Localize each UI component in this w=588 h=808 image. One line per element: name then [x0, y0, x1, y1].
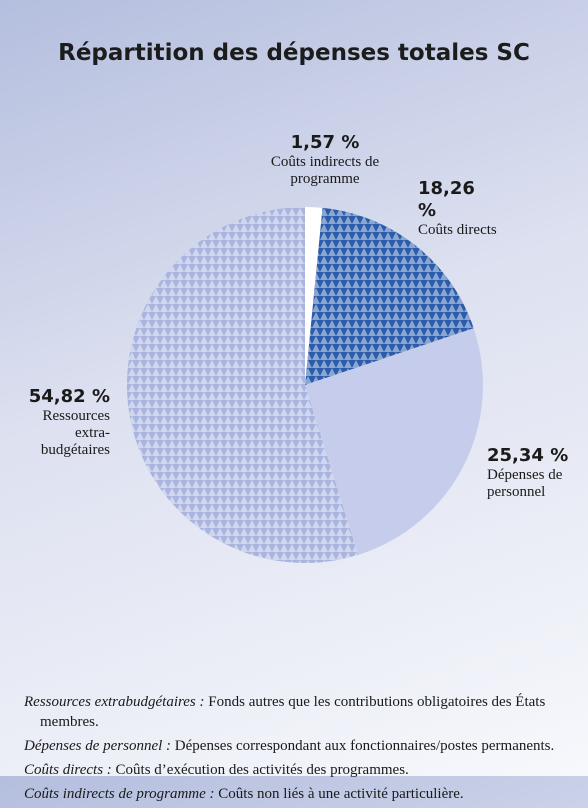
note-term: Ressources extrabudgétaires :	[24, 694, 205, 710]
notes: Ressources extrabudgétaires : Fonds autr…	[24, 692, 580, 808]
pie-slice	[305, 207, 323, 385]
slice-label: 18,26 % Coûts directs	[418, 178, 498, 239]
category-label: Coûts indirects de programme	[270, 154, 380, 187]
value-label: 54,82 %	[28, 386, 110, 407]
category-label: Dépenses de personnel	[487, 467, 563, 500]
pie-slice	[305, 328, 483, 555]
chart	[127, 207, 483, 563]
note-text: Coûts non liés à une activité particuliè…	[218, 786, 464, 802]
chart-title: Répartition des dépenses totales SC	[58, 40, 530, 66]
note-text: Fonds autres que les contributions oblig…	[40, 694, 546, 730]
value-label: 18,26 %	[418, 178, 475, 221]
note: Coûts directs : Coûts d’exécution des ac…	[24, 760, 580, 780]
note-term: Dépenses de personnel :	[24, 738, 172, 754]
note-term: Coûts directs :	[24, 762, 112, 778]
note: Dépenses de personnel : Dépenses corresp…	[24, 736, 580, 756]
slice-pattern	[305, 207, 474, 385]
note: Coûts indirects de programme : Coûts non…	[24, 784, 580, 804]
slice-pattern	[127, 207, 359, 563]
value-label: 1,57 %	[290, 132, 360, 153]
category-label: Ressources extra-budgétaires	[40, 408, 110, 458]
value-label: 25,34 %	[487, 445, 569, 466]
note-text: Coûts d’exécution des activités des prog…	[115, 762, 409, 778]
category-label: Coûts directs	[418, 222, 497, 238]
slice-label: 25,34 % Dépenses de personnel	[487, 445, 587, 501]
note-text: Dépenses correspondant aux fonctionnaire…	[174, 738, 555, 754]
note-term: Coûts indirects de programme :	[24, 786, 215, 802]
slice-label: 54,82 % Ressources extra-budgétaires	[10, 386, 110, 459]
note: Ressources extrabudgétaires : Fonds autr…	[24, 692, 580, 732]
slice-label: 1,57 % Coûts indirects de programme	[240, 132, 410, 188]
